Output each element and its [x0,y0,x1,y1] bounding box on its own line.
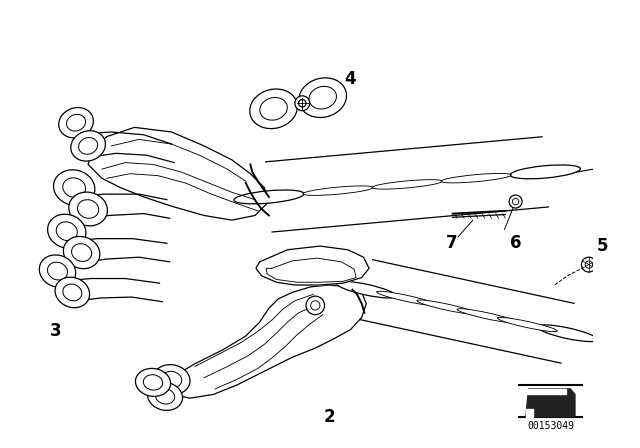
Ellipse shape [63,237,100,269]
Ellipse shape [417,300,477,314]
Ellipse shape [376,291,436,306]
Circle shape [513,198,519,205]
Ellipse shape [71,131,106,161]
Circle shape [295,96,310,111]
Ellipse shape [59,108,93,138]
Ellipse shape [250,89,298,129]
Polygon shape [88,127,269,220]
Polygon shape [526,389,566,394]
Ellipse shape [309,86,337,109]
Ellipse shape [510,165,580,179]
Circle shape [582,257,596,272]
Ellipse shape [303,186,373,195]
Polygon shape [256,246,369,285]
Ellipse shape [56,222,77,241]
Ellipse shape [54,170,95,206]
Text: 7: 7 [446,234,458,252]
Circle shape [306,296,324,314]
Ellipse shape [337,281,396,298]
Ellipse shape [441,173,511,183]
Polygon shape [526,409,533,417]
Ellipse shape [156,388,175,404]
Ellipse shape [47,214,86,248]
Text: 4: 4 [345,70,356,88]
Text: 3: 3 [50,323,61,340]
Ellipse shape [67,114,86,131]
Ellipse shape [497,317,557,332]
Ellipse shape [63,178,86,198]
Ellipse shape [260,98,287,120]
Ellipse shape [55,277,90,308]
Ellipse shape [148,382,182,410]
Text: 00153049: 00153049 [527,421,574,431]
Text: 2: 2 [323,408,335,426]
Ellipse shape [39,255,76,287]
Ellipse shape [47,262,67,280]
Ellipse shape [79,138,98,154]
Circle shape [299,99,306,107]
Ellipse shape [77,200,99,218]
Ellipse shape [538,325,598,341]
Ellipse shape [372,180,442,189]
Circle shape [509,195,522,208]
Polygon shape [266,258,356,282]
Ellipse shape [63,284,82,301]
Ellipse shape [136,368,171,396]
Circle shape [585,261,593,268]
Ellipse shape [153,365,190,395]
Text: 6: 6 [510,234,522,252]
Ellipse shape [161,371,182,388]
Polygon shape [163,285,366,398]
Ellipse shape [143,375,163,390]
Ellipse shape [68,192,108,226]
Text: 5: 5 [597,237,609,255]
Ellipse shape [72,244,92,262]
Ellipse shape [457,309,517,323]
Text: 1: 1 [639,148,640,166]
Circle shape [310,301,320,310]
Ellipse shape [234,190,304,204]
Ellipse shape [299,78,346,117]
Polygon shape [526,389,575,417]
